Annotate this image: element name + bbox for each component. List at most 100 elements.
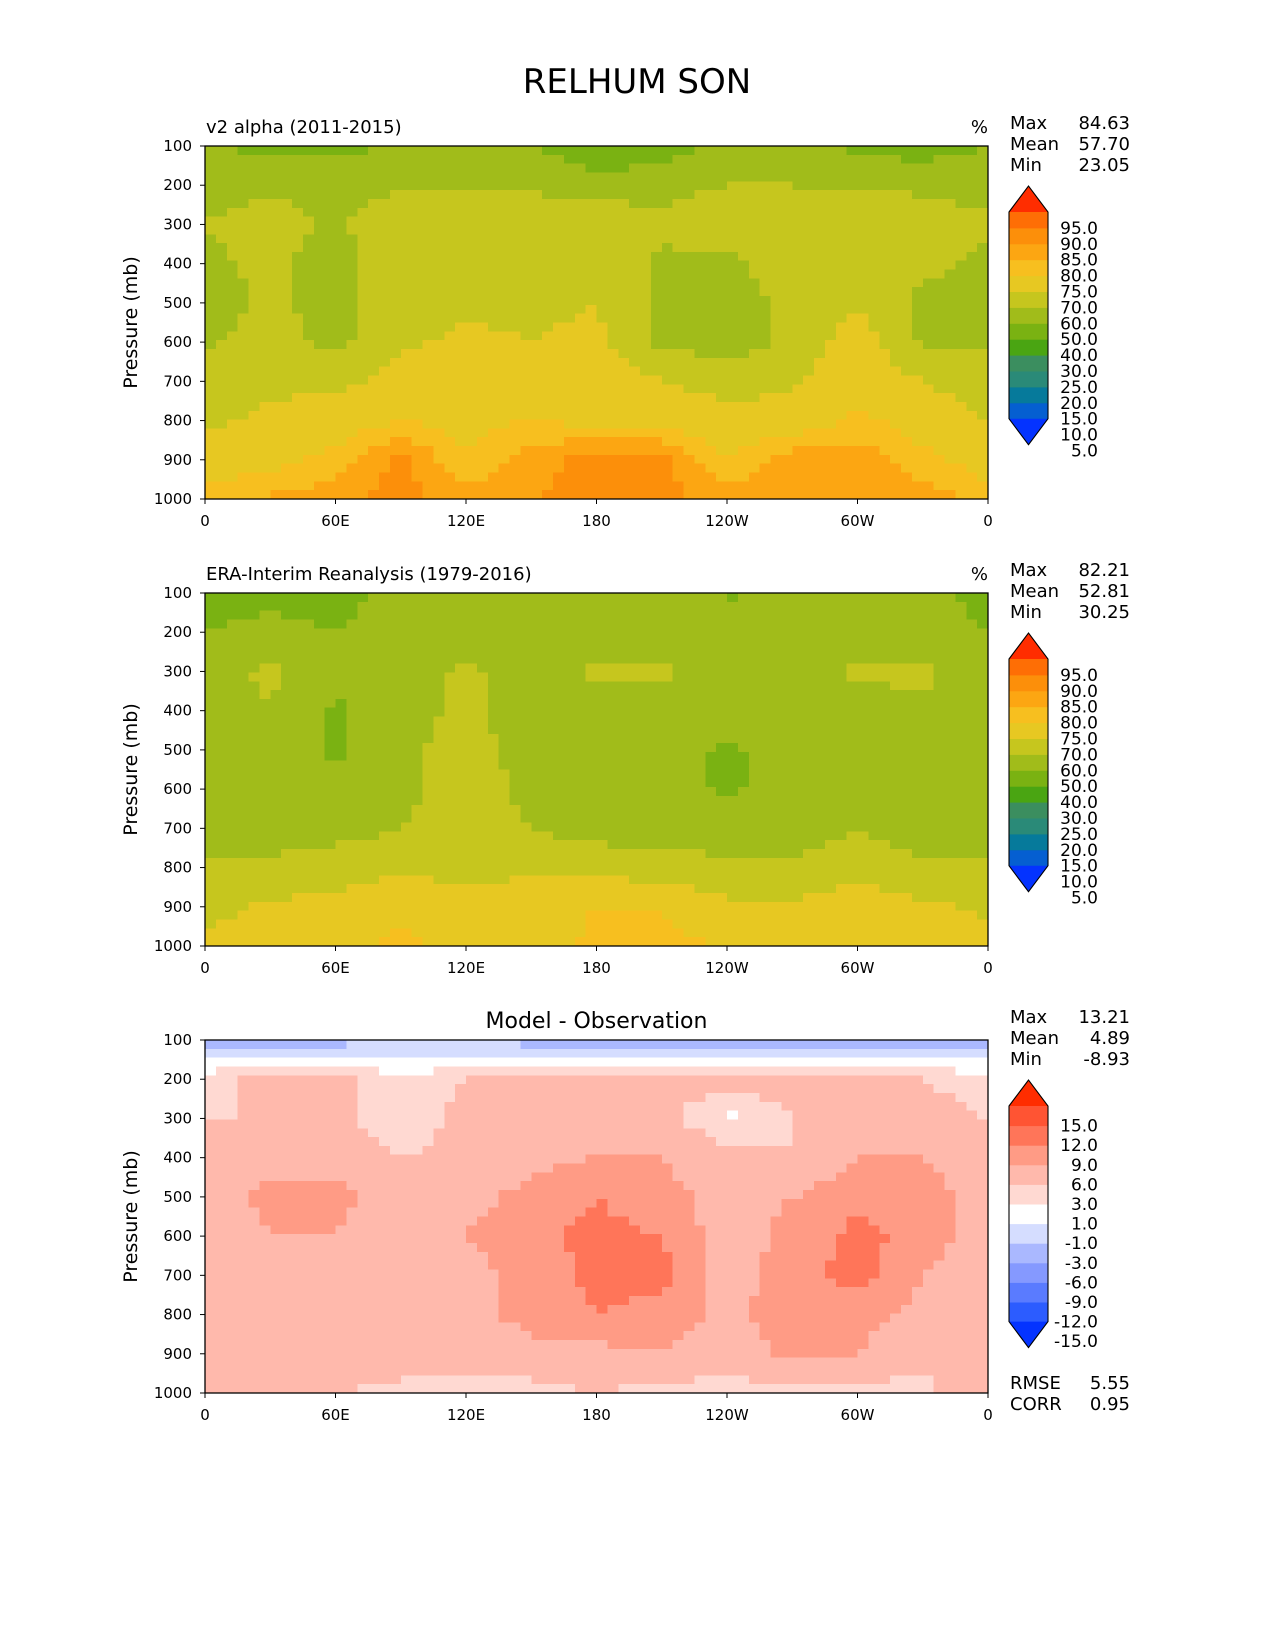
heatmap-cell — [814, 778, 826, 788]
heatmap-cell — [422, 357, 434, 368]
heatmap-cell — [650, 401, 663, 412]
heatmap-cell — [727, 198, 739, 209]
heatmap-cell — [455, 454, 467, 465]
heatmap-cell — [357, 154, 369, 165]
heatmap-cell — [748, 357, 761, 368]
heatmap-cell — [803, 146, 815, 156]
heatmap-cell — [574, 690, 587, 700]
heatmap-cell — [422, 366, 434, 377]
heatmap-cell — [683, 593, 695, 603]
heatmap-cell — [694, 743, 706, 753]
heatmap-cell — [868, 287, 880, 297]
heatmap-cell — [640, 234, 652, 244]
heatmap-cell — [911, 593, 924, 603]
heatmap-cell — [879, 787, 891, 797]
heatmap-cell — [879, 172, 891, 182]
heatmap-cell — [487, 743, 500, 753]
heatmap-cell — [411, 243, 424, 253]
heatmap-cell — [835, 619, 848, 629]
heatmap-cell — [281, 340, 293, 350]
heatmap-cell — [694, 401, 706, 412]
heatmap-cell — [563, 348, 576, 359]
heatmap-cell — [933, 375, 946, 385]
heatmap-cell — [966, 822, 978, 832]
heatmap-cell — [466, 172, 478, 182]
heatmap-cell — [618, 243, 630, 253]
heatmap-cell — [433, 172, 445, 182]
heatmap-cell — [259, 207, 271, 218]
heatmap-cell — [977, 601, 989, 612]
heatmap-cell — [955, 340, 967, 350]
heatmap-cell — [716, 393, 728, 403]
heatmap-cell — [411, 428, 424, 438]
heatmap-cell — [313, 216, 326, 227]
heatmap-cell — [487, 216, 500, 227]
heatmap-cell — [411, 313, 424, 324]
heatmap-cell — [890, 269, 902, 279]
heatmap-cell — [237, 601, 250, 612]
heatmap-cell — [509, 628, 521, 638]
heatmap-cell — [335, 628, 347, 638]
heatmap-cell — [694, 725, 706, 735]
heatmap-cell — [205, 628, 217, 638]
heatmap-cell — [270, 287, 282, 297]
heatmap-cell — [466, 760, 478, 771]
heatmap-cell — [346, 645, 358, 656]
heatmap-cell — [368, 154, 380, 165]
heatmap-cell — [922, 481, 935, 491]
heatmap-cell — [553, 216, 565, 227]
heatmap-cell — [607, 778, 619, 788]
heatmap-cell — [455, 331, 467, 341]
heatmap-cell — [237, 287, 250, 297]
heatmap-cell — [727, 216, 739, 227]
heatmap-cell — [890, 234, 902, 244]
colorbar-label: 15.0 — [1060, 410, 1098, 430]
heatmap-cell — [455, 216, 467, 227]
heatmap-cell — [716, 154, 728, 165]
heatmap-cell — [346, 795, 358, 806]
heatmap-cell — [640, 446, 652, 456]
heatmap-cell — [531, 637, 543, 647]
heatmap-cell — [248, 628, 260, 638]
heatmap-cell — [672, 304, 685, 315]
heatmap-cell — [215, 437, 228, 447]
heatmap-cell — [542, 296, 554, 306]
heatmap-cell — [422, 198, 434, 209]
heatmap-cell — [705, 760, 717, 771]
heatmap-cell — [748, 296, 761, 306]
heatmap-cell — [607, 366, 619, 377]
heatmap-cell — [890, 690, 902, 700]
heatmap-cell — [455, 296, 467, 306]
heatmap-cell — [857, 472, 869, 482]
heatmap-cell — [324, 234, 337, 244]
heatmap-cell — [683, 654, 695, 665]
heatmap-cell — [944, 234, 956, 244]
heatmap-cell — [629, 610, 641, 621]
heatmap-cell — [672, 313, 685, 324]
colorbar-extend-max — [1009, 186, 1048, 212]
heatmap-cell — [716, 716, 728, 726]
heatmap-cell — [955, 601, 967, 612]
heatmap-cell — [553, 278, 565, 288]
heatmap-cell — [770, 154, 782, 165]
heatmap-cell — [259, 645, 271, 656]
heatmap-cell — [629, 384, 641, 394]
heatmap-cell — [901, 251, 913, 262]
heatmap-cell — [520, 804, 532, 815]
heatmap-cell — [618, 725, 630, 735]
colorbar-outline — [1008, 185, 1049, 446]
heatmap-cell — [911, 287, 924, 297]
heatmap-cell — [346, 393, 358, 403]
heatmap-cell — [205, 601, 217, 612]
heatmap-cell — [944, 401, 956, 412]
heatmap-cell — [737, 340, 750, 350]
heatmap-cell — [835, 454, 848, 465]
heatmap-cell — [868, 454, 880, 465]
heatmap-cell — [226, 331, 239, 341]
heatmap-cell — [259, 454, 271, 465]
heatmap-cell — [814, 401, 826, 412]
heatmap-cell — [607, 234, 619, 244]
heatmap-cell — [400, 304, 413, 315]
heatmap-cell — [618, 769, 630, 779]
heatmap-cell — [509, 619, 521, 629]
